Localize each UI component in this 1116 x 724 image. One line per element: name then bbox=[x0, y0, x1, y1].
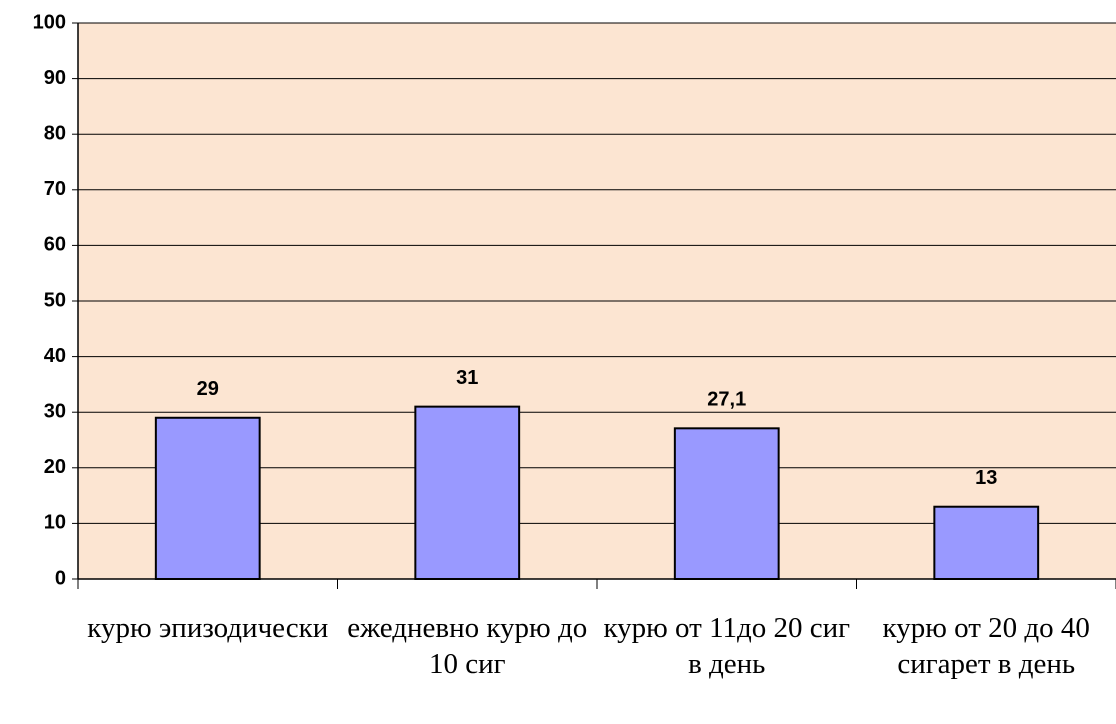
y-tick-label: 100 bbox=[33, 11, 66, 33]
x-tick-label: курю от 20 до 40 сигарет в день bbox=[882, 612, 1090, 680]
y-tick-label: 10 bbox=[44, 512, 66, 534]
x-tick-label: курю эпизодически bbox=[87, 612, 329, 644]
value-label: 13 bbox=[975, 467, 997, 489]
y-tick-label: 60 bbox=[44, 234, 66, 256]
x-tick-label: курю от 11до 20 сиг в день bbox=[603, 612, 851, 680]
bar bbox=[154, 416, 261, 581]
y-tick-label: 30 bbox=[44, 400, 66, 422]
bar bbox=[933, 505, 1040, 580]
value-label: 29 bbox=[197, 378, 219, 400]
value-label: 31 bbox=[456, 367, 478, 389]
y-tick-label: 50 bbox=[44, 289, 66, 311]
bar bbox=[414, 405, 521, 581]
value-label: 27,1 bbox=[707, 389, 746, 411]
y-tick-label: 0 bbox=[55, 567, 66, 589]
y-tick-label: 80 bbox=[44, 122, 66, 144]
y-tick-label: 70 bbox=[44, 178, 66, 200]
x-tick-label: ежедневно курю до 10 сиг bbox=[347, 612, 588, 680]
y-tick-label: 40 bbox=[44, 345, 66, 367]
y-tick-label: 20 bbox=[44, 456, 66, 478]
bar bbox=[673, 427, 780, 580]
y-tick-label: 90 bbox=[44, 67, 66, 89]
